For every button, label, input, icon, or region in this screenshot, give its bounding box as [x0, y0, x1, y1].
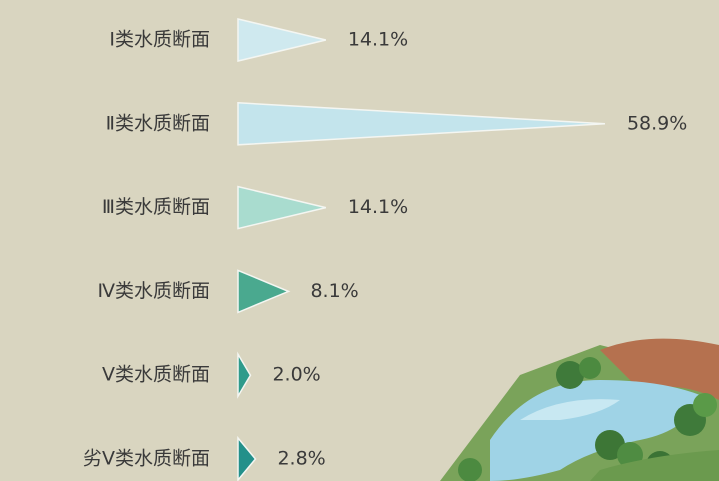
category-label: Ⅳ类水质断面 [97, 280, 210, 302]
category-label: Ⅲ类水质断面 [102, 196, 210, 218]
category-label: Ⅰ类水质断面 [109, 29, 210, 51]
value-label: 2.0% [272, 364, 320, 386]
value-label: 58.9% [627, 112, 687, 134]
value-label: 2.8% [277, 448, 325, 470]
value-label: 14.1% [348, 196, 408, 218]
page: Ⅰ类水质断面 14.1% Ⅱ类水质断面 58.9% Ⅲ类水质断面 14.1% Ⅳ类水质断面 8… [0, 0, 719, 481]
category-label: Ⅴ类水质断面 [102, 364, 210, 386]
category-label: 劣Ⅴ类水质断面 [83, 448, 210, 470]
category-label: Ⅱ类水质断面 [106, 112, 210, 134]
value-label: 14.1% [348, 29, 408, 51]
chart: Ⅰ类水质断面 14.1% Ⅱ类水质断面 58.9% Ⅲ类水质断面 14.1% Ⅳ类水质断面 8… [0, 0, 719, 481]
value-label: 8.1% [310, 280, 358, 302]
